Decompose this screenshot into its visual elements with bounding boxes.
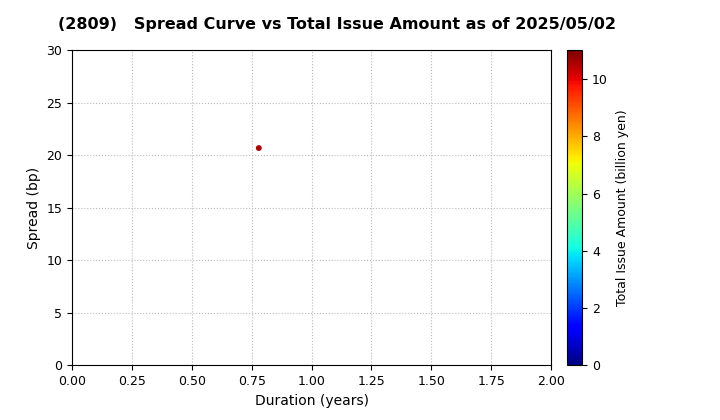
Text: (2809)   Spread Curve vs Total Issue Amount as of 2025/05/02: (2809) Spread Curve vs Total Issue Amoun… xyxy=(58,17,616,32)
Y-axis label: Spread (bp): Spread (bp) xyxy=(27,167,41,249)
Point xyxy=(253,144,264,151)
Y-axis label: Total Issue Amount (billion yen): Total Issue Amount (billion yen) xyxy=(616,110,629,306)
X-axis label: Duration (years): Duration (years) xyxy=(254,394,369,408)
